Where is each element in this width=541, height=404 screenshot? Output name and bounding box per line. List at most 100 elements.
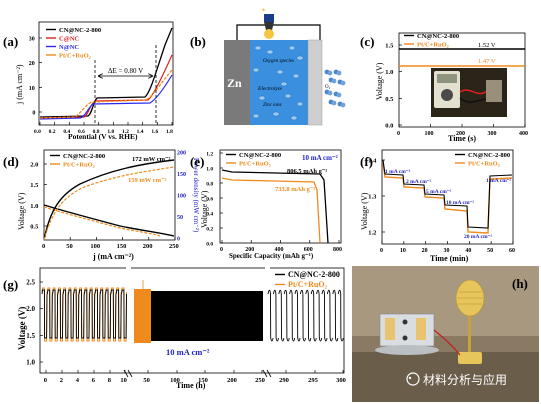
panel-d-letter: (d)	[3, 154, 19, 169]
panel-b-o2-atom	[340, 102, 346, 108]
panel-g-current: 10 mA cm⁻²	[166, 347, 210, 357]
panel-h-red-wire	[433, 329, 461, 356]
panel-e-xtick-label: 800	[333, 247, 342, 253]
panel-f-ytick-label: 1.2	[368, 230, 376, 237]
panel-b-particle	[276, 69, 284, 75]
panel-a-xtick-label: 1.2	[122, 129, 129, 135]
panel-b-o2-atom	[336, 92, 342, 98]
panel-b-particle	[280, 81, 288, 87]
panel-c-ylabel: Voltage (V)	[375, 62, 384, 100]
panel-d-p2: 159 mW cm⁻²	[128, 177, 167, 184]
panel-a-ylabel: j (mA cm⁻²)	[15, 64, 24, 105]
panel-b-o2-molecules	[324, 69, 346, 108]
panel-d: (d) 0 50 100 150 200 250 2.0 1.5 1.0 0.5 200 150 100…	[3, 149, 200, 261]
panel-a-ytick-label: 10	[29, 86, 35, 92]
panel-c-cells	[486, 80, 502, 102]
panel-g-xtick-label: 0	[44, 377, 47, 384]
panel-c-v2: 1.47 V	[478, 58, 496, 65]
panel-g-cycles-cn-early	[41, 289, 127, 339]
panel-b-particle	[296, 55, 304, 61]
panel-g-ticks: 0 2 4 6 8 10 50 100 150 200 250 290 295 300 2.5 2.0 1.5 1…	[26, 266, 346, 384]
panel-f-step-label: 1 mA cm⁻²	[385, 169, 411, 175]
panel-e-letter: (e)	[190, 154, 204, 169]
panel-c-xtick-label: 0	[397, 131, 400, 137]
legend-label: CN@NC-2-800	[468, 152, 510, 159]
panel-h-letter: (h)	[512, 276, 528, 291]
panel-g-cycles-cn-late	[267, 289, 344, 342]
legend-label: Pt/C+RuO₂	[63, 162, 95, 169]
panel-d-y2tick-label: 50	[177, 215, 183, 221]
panel-a-xtick-label: 1.0	[107, 129, 114, 135]
panel-d-ytick-label: 0.5	[30, 224, 39, 231]
panel-g-break-1	[123, 369, 133, 378]
panel-g-xlabel: Time (h)	[176, 381, 206, 390]
watermark: 材料分析与应用	[406, 372, 507, 387]
panel-b-o2-atom	[327, 90, 333, 96]
panel-d-y2label: Power density (mW cm⁻²)	[192, 158, 200, 233]
panel-d-pcurve-pt	[43, 166, 175, 241]
panel-e-legend: CN@NC-2-800 Pt/C+RuO₂	[226, 152, 281, 168]
panel-e-ticks: 0 200 400 600 800 1.2 1.0 0.8 0.6 0.4 0.2 0.0	[206, 152, 342, 254]
panel-h-fan-grille	[457, 291, 483, 305]
panel-g-xtick-label: 50	[143, 377, 150, 384]
panel-e-c1: 806.5 mAh g⁻¹	[287, 168, 327, 175]
panel-b-particles	[252, 45, 304, 121]
panel-b-oxygen-species-label: Oxygen species	[263, 59, 294, 64]
panel-e-ylabel: Voltage (V)	[200, 190, 209, 228]
panel-f-step-label: 1 mA cm⁻²	[486, 178, 512, 184]
panel-e-ytick-label: 0.0	[206, 242, 213, 248]
panel-g-xtick-label: 6	[92, 377, 96, 384]
panel-c-legend: CN@NC-2-800 Pt/C+RuO₂	[404, 33, 459, 49]
panel-b-o2-atom	[327, 70, 333, 76]
panel-f-xtick-label: 20	[422, 248, 428, 254]
panel-d-ytick-label: 1.5	[30, 182, 39, 189]
panel-b-bulb-glass	[264, 29, 274, 39]
panel-f-ytick-label: 1.4	[368, 158, 377, 165]
panel-h-fan-pole	[468, 292, 471, 356]
panel-b-o2-label: O₂	[325, 85, 331, 90]
panel-c-ytick-label: 0.0	[385, 123, 393, 130]
panel-f-xlabel: Time (min)	[430, 254, 469, 263]
panel-g-break-1-gap	[126, 266, 131, 271]
panel-f-ticks: 0 10 20 30 40 50 60 1.4 1.3 1.2	[368, 158, 515, 255]
panel-d-vcurve-pt	[43, 206, 161, 237]
panel-c-ytick-label: 1.5	[385, 43, 394, 50]
panel-h-battery-cell-2	[416, 318, 426, 340]
panel-f-ylabel: Voltage (V)	[360, 192, 369, 230]
panel-d-xtick-label: 0	[42, 243, 45, 250]
panel-g-ylabel: Voltage (V)	[17, 307, 27, 350]
panel-c-v1: 1.52 V	[478, 42, 496, 49]
panel-a-xlabel: Potential (V vs. RHE)	[68, 132, 138, 141]
panel-b-particle	[284, 93, 292, 99]
panel-g-xtick-label: 100	[170, 377, 180, 384]
panel-b-particle	[288, 45, 296, 51]
panel-a-curve-n	[39, 74, 173, 120]
legend-label: C@NC	[59, 36, 79, 43]
panel-d-curves	[43, 159, 175, 241]
panel-g-ytick-label: 2.0	[26, 305, 35, 313]
panel-e-ytick-label: 0.4	[206, 212, 213, 218]
panel-c-ytick-label: 1.0	[385, 69, 393, 76]
panel-g-dense-pt	[134, 289, 151, 343]
panel-b-air-cathode	[307, 39, 323, 126]
panel-b-o2-atom	[331, 78, 337, 84]
panel-c-xtick-label: 400	[519, 131, 528, 137]
panel-c-xlabel: Time (s)	[448, 134, 476, 143]
legend-label: Pt/C+RuO₂	[417, 42, 449, 49]
panel-f-step-label: 2 mA cm⁻²	[406, 179, 432, 185]
legend-label: N@NC	[59, 44, 79, 51]
panel-e-xlabel: Specific Capacity (mAh g⁻¹)	[229, 252, 314, 260]
watermark-text: 材料分析与应用	[423, 372, 507, 387]
panel-b-wire	[236, 24, 321, 40]
panel-e-ytick-label: 1.2	[206, 152, 213, 158]
panel-d-xtick-label: 150	[117, 243, 127, 250]
panel-b-electrolyte-label: Electrolyte	[257, 86, 282, 92]
legend-label: CN@NC-2-800	[63, 153, 105, 160]
panel-b-particle	[292, 73, 300, 79]
panel-b-electrolyte	[250, 40, 308, 125]
panel-c-xtick-label: 200	[456, 131, 465, 137]
panel-g-letter: (g)	[3, 277, 18, 292]
panel-f-xtick-label: 40	[465, 248, 471, 254]
legend-label: Pt/C+RuO₂	[59, 53, 91, 60]
